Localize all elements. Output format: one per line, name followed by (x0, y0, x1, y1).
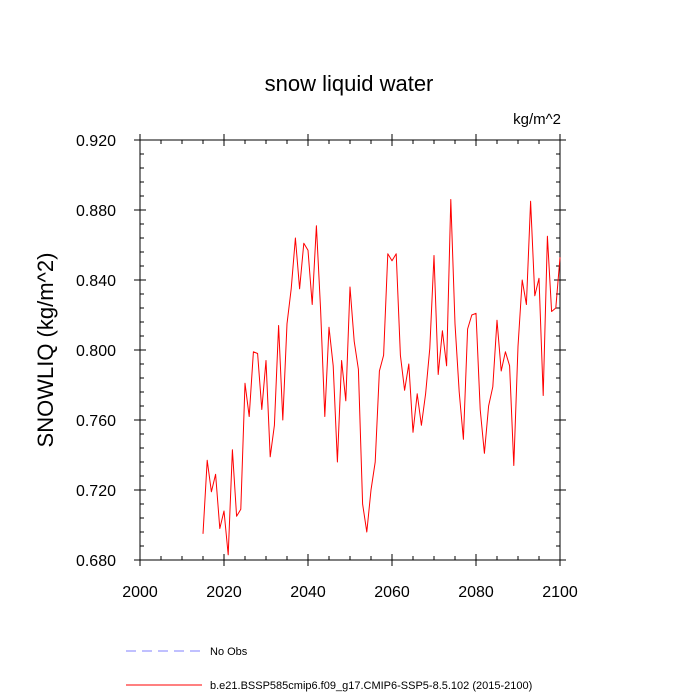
x-tick-label: 2080 (458, 584, 494, 601)
y-tick-labels: 0.680 0.720 0.760 0.800 0.840 0.880 0.920 (76, 133, 116, 570)
y-tick-label: 0.680 (76, 553, 116, 570)
chart-title: snow liquid water (265, 71, 434, 96)
x-tick-label: 2100 (542, 584, 578, 601)
x-tick-label: 2040 (290, 584, 326, 601)
units-label: kg/m^2 (513, 111, 561, 128)
legend-label: b.e21.BSSP585cmip6.f09_g17.CMIP6-SSP5-8.… (210, 680, 532, 692)
legend-label: No Obs (210, 646, 248, 658)
y-tick-label: 0.840 (76, 273, 116, 290)
axis-ticks (134, 134, 566, 566)
y-tick-label: 0.720 (76, 483, 116, 500)
legend: No Obs b.e21.BSSP585cmip6.f09_g17.CMIP6-S… (126, 646, 532, 692)
x-tick-label: 2000 (122, 584, 158, 601)
plot-frame (139, 139, 561, 561)
x-tick-labels: 2000 2020 2040 2060 2080 2100 (122, 584, 578, 601)
y-tick-label: 0.760 (76, 413, 116, 430)
series-line (202, 199, 561, 556)
x-tick-label: 2020 (206, 584, 242, 601)
y-tick-label: 0.920 (76, 133, 116, 150)
y-axis-label: SNOWLIQ (kg/m^2) (33, 253, 58, 448)
y-tick-label: 0.880 (76, 203, 116, 220)
data-lines (202, 199, 561, 556)
x-tick-label: 2060 (374, 584, 410, 601)
y-tick-label: 0.800 (76, 343, 116, 360)
